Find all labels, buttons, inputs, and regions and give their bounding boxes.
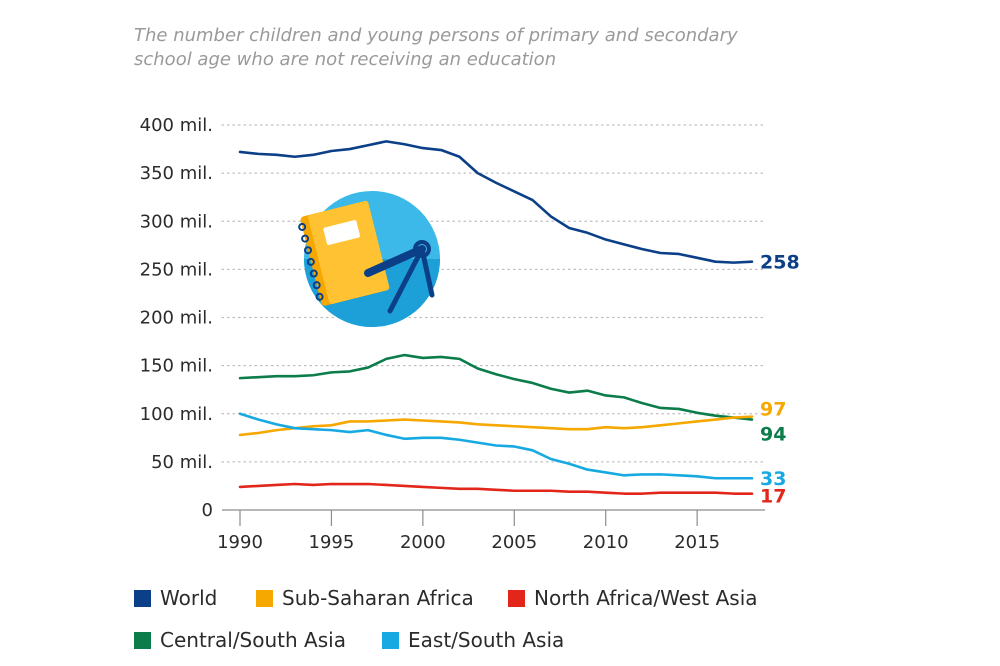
- end-label-esa: 33: [760, 468, 786, 490]
- series-line-csa: [238, 353, 754, 421]
- series-line-esa: [238, 412, 754, 480]
- legend-swatch-world: [134, 589, 151, 607]
- y-tick-label: 350 mil.: [140, 163, 213, 184]
- legend-item-sub-saharan-africa: Sub-Saharan Africa: [256, 586, 474, 610]
- end-label-csa: 94: [760, 424, 786, 446]
- legend-swatch-central-south-asia: [134, 631, 151, 649]
- y-tick-label: 250 mil.: [140, 259, 213, 280]
- y-tick-label: 0: [202, 500, 213, 521]
- x-tick-label: 2010: [583, 532, 629, 553]
- y-axis-tick-labels: 0 50 mil. 100 mil. 150 mil. 200 mil. 250 mil.…: [140, 115, 213, 521]
- x-tick-label: 2015: [674, 532, 720, 553]
- series-lines: [238, 140, 754, 495]
- grid-lines: [221, 124, 766, 463]
- legend-label-world: World: [160, 586, 218, 610]
- legend-swatch-north-africa-west-asia: [508, 589, 525, 607]
- legend-label-north-africa-west-asia: North Africa/West Asia: [534, 586, 758, 610]
- legend-item-east-south-asia: East/South Asia: [382, 628, 564, 652]
- legend-item-world: World: [134, 586, 217, 610]
- legend-item-north-africa-west-asia: North Africa/West Asia: [508, 586, 758, 610]
- x-tick-label: 2005: [491, 532, 537, 553]
- y-tick-label: 200 mil.: [140, 308, 213, 329]
- chart-subtitle: The number children and young persons of…: [134, 25, 738, 70]
- end-label-world: 258: [760, 252, 800, 274]
- legend-label-sub-saharan-africa: Sub-Saharan Africa: [282, 586, 474, 610]
- legend-label-east-south-asia: East/South Asia: [408, 628, 565, 652]
- y-tick-label: 150 mil.: [140, 356, 213, 377]
- x-tick-label: 1995: [309, 532, 355, 553]
- series-line-world: [238, 140, 754, 264]
- series-line-ssa: [238, 415, 754, 437]
- notebook-compass-icon: [298, 191, 440, 327]
- legend-swatch-sub-saharan-africa: [256, 589, 273, 607]
- x-axis: 1990 1995 2000 2005 2010 2015: [217, 509, 765, 553]
- y-tick-label: 400 mil.: [140, 115, 213, 136]
- x-tick-label: 1990: [217, 532, 263, 553]
- y-tick-label: 50 mil.: [151, 452, 213, 473]
- y-tick-label: 300 mil.: [140, 211, 213, 232]
- series-line-nawa: [238, 482, 754, 495]
- x-tick-label: 2000: [400, 532, 446, 553]
- end-label-nawa: 17: [760, 486, 786, 508]
- end-label-ssa: 97: [760, 399, 786, 421]
- y-tick-label: 100 mil.: [140, 404, 213, 425]
- legend-swatch-east-south-asia: [382, 631, 399, 649]
- legend-label-central-south-asia: Central/South Asia: [160, 628, 346, 652]
- legend-item-central-south-asia: Central/South Asia: [134, 628, 346, 652]
